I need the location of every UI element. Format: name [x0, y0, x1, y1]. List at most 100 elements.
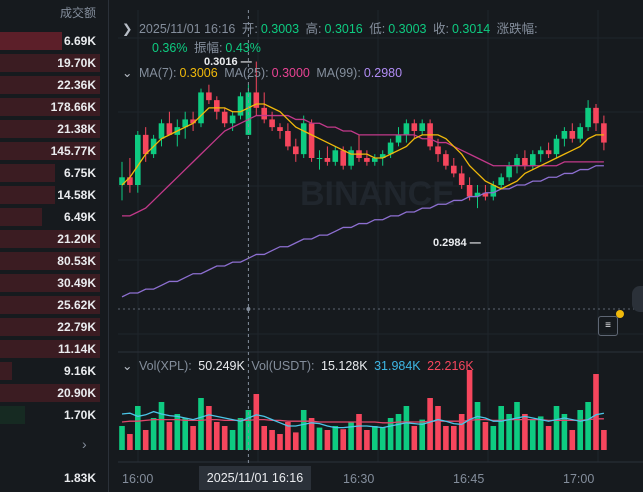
turnover-value: 22.36K — [57, 78, 96, 92]
candle-body — [585, 107, 591, 128]
volume-bar — [411, 426, 418, 450]
candle-body — [553, 138, 560, 155]
volume-bar — [348, 422, 354, 450]
candle-body — [293, 146, 299, 155]
volume-bar — [253, 394, 260, 450]
volume-bar — [522, 414, 528, 450]
candle-body — [237, 96, 244, 116]
volume-legend: ⌄ Vol(XPL): 50.249K Vol(USDT): 15.128K 3… — [122, 358, 477, 373]
candle-body — [601, 123, 607, 143]
low-value: 0.3003 — [388, 22, 427, 36]
turnover-row: 19.70K — [0, 53, 100, 73]
turnover-bar — [0, 406, 25, 424]
volume-bar — [443, 426, 449, 450]
volume-bar — [466, 370, 473, 450]
volume-bar — [277, 434, 283, 450]
time-tick-1700: 17:00 — [563, 472, 595, 486]
candle-body — [142, 134, 149, 155]
volume-bar — [166, 422, 173, 450]
expand-legend-icon[interactable]: ❯ — [122, 22, 133, 36]
candle-body — [482, 192, 489, 197]
candle-body — [229, 115, 236, 124]
crosshair-dot — [246, 307, 251, 311]
amp-label: 振幅: — [193, 41, 223, 55]
turnover-value: 14.58K — [57, 188, 96, 202]
candle-body — [458, 173, 465, 185]
volume-bar — [451, 426, 457, 450]
volume-bar — [293, 432, 299, 450]
candle-body — [277, 127, 283, 131]
volume-bar — [332, 426, 339, 450]
volume-bar — [324, 430, 331, 450]
turnover-row: 9.16K — [0, 361, 100, 381]
alert-dot-icon — [616, 310, 624, 318]
volume-bar — [182, 418, 188, 450]
candle-body — [261, 107, 267, 120]
expand-arrow-icon[interactable]: › — [82, 436, 87, 452]
turnover-row: 21.38K — [0, 119, 100, 139]
volume-bar — [142, 430, 149, 450]
candle-body — [593, 107, 599, 124]
volume-bar — [316, 427, 323, 450]
candle-body — [166, 123, 173, 135]
volume-bar — [561, 414, 568, 450]
volume-bar — [395, 414, 402, 450]
price-scale-handle[interactable] — [632, 286, 643, 312]
volume-bar — [308, 418, 315, 450]
candle-body — [135, 134, 141, 185]
candle-body — [190, 119, 196, 124]
turnover-panel: 成交额 6.69K 19.70K 22.36K 178.66K 21.38K 145.77… — [0, 0, 100, 492]
candle-body — [545, 150, 552, 155]
ma99-value: 0.2980 — [363, 66, 403, 80]
low-annotation: 0.2984 — — [433, 237, 481, 249]
turnover-bar — [0, 98, 100, 116]
volume-bar — [537, 416, 544, 450]
volume-bar — [127, 434, 133, 450]
open-value: 0.3003 — [260, 22, 300, 36]
volume-bar — [553, 406, 560, 450]
volume-bar — [482, 422, 489, 450]
turnover-row: 80.53K — [0, 251, 100, 271]
turnover-bar — [0, 76, 100, 94]
candle-body — [348, 150, 354, 166]
collapse-ma-icon[interactable]: ⌄ — [122, 66, 133, 80]
candle-body — [411, 123, 418, 131]
turnover-bar — [0, 230, 100, 248]
volume-bar — [340, 429, 346, 450]
vol-usdt-label: Vol(USDT): — [251, 359, 315, 373]
volume-bar — [269, 430, 275, 450]
collapse-vol-icon[interactable]: ⌄ — [122, 359, 133, 373]
candle-body — [419, 123, 425, 131]
turnover-value: 9.16K — [63, 364, 96, 378]
vol-ma1-value: 31.984K — [374, 359, 421, 373]
vol-xpl-label: Vol(XPL): — [138, 359, 192, 373]
volume-bar — [427, 398, 433, 450]
volume-bar — [356, 414, 362, 450]
turnover-row: 25.62K — [0, 295, 100, 315]
candle-body — [332, 150, 339, 162]
open-label: 开: — [241, 22, 258, 36]
volume-bar — [364, 430, 370, 450]
volume-bar — [593, 374, 599, 450]
candle-body — [372, 158, 378, 162]
volume-bar — [498, 406, 504, 450]
crosshair-time-label: 2025/11/01 16:16 — [199, 466, 311, 490]
candle-body — [537, 150, 544, 155]
volume-bar — [206, 406, 212, 450]
change-value: 0.36% — [152, 41, 188, 55]
notes-icon[interactable]: ≡ — [598, 316, 618, 336]
change-label: 涨跌幅: — [496, 22, 538, 36]
ma7-label: MA(7): — [138, 66, 177, 80]
candle-body — [498, 177, 504, 185]
turnover-row: 145.77K — [0, 141, 100, 161]
turnover-bar — [0, 362, 12, 380]
vol-ma2-line — [121, 418, 604, 424]
ohlc-legend-line2: 0.36% 振幅: 0.43% — [152, 37, 264, 56]
candle-body — [561, 131, 568, 139]
turnover-row: 14.58K — [0, 185, 100, 205]
volume-bar — [214, 422, 220, 450]
candle-body — [269, 119, 275, 128]
candle-body — [221, 111, 228, 124]
